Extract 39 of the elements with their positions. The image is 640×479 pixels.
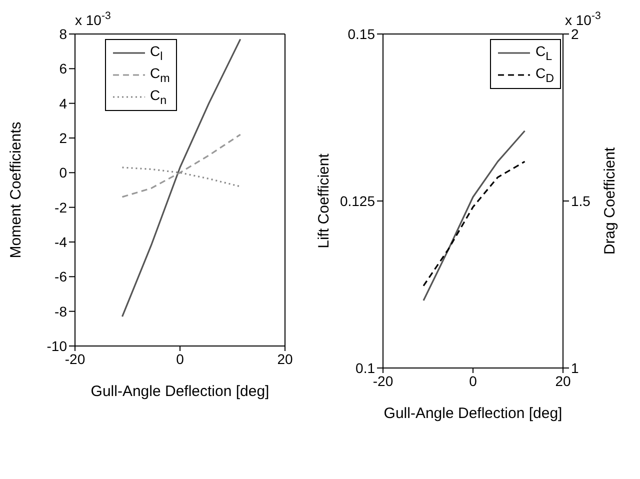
y-tick-label: -2 [54, 199, 68, 216]
x-tick-label: 0 [469, 372, 478, 389]
line-series [422, 130, 526, 302]
y-tick-label: 8 [59, 26, 68, 42]
x-tick-label: 20 [277, 350, 293, 367]
line-series [121, 38, 242, 318]
legend-label: C$_{n}$ [150, 87, 167, 107]
y2-tick-label: 1 [571, 360, 579, 376]
y-tick-label: 0.1 [356, 360, 376, 376]
y2-axis-title: Drag Coefficient [601, 146, 618, 255]
y-tick-label: 0.125 [340, 192, 376, 209]
x-tick-label: 20 [555, 372, 571, 389]
legend-label: C$_{m}$ [150, 65, 170, 85]
legend-label: C$_{L}$ [535, 43, 552, 63]
y-axis-title: Lift Coefficient [315, 152, 332, 248]
y-tick-label: 2 [59, 130, 68, 146]
y-tick-label: -8 [54, 303, 68, 320]
y-tick-label: 0.15 [348, 26, 376, 42]
x-tick-label: 0 [176, 350, 184, 367]
y2-tick-label: 2 [571, 26, 579, 42]
legend-label: C$_{l}$ [150, 43, 163, 63]
line-series [422, 160, 526, 287]
text: x 10$^{-3}$ [565, 10, 601, 28]
y-tick-label: 4 [59, 95, 68, 112]
x-axis-title: Gull-Angle Deflection [deg] [90, 383, 270, 400]
y-tick-label: -10 [46, 338, 68, 354]
text: x 10$^{-3}$ [75, 10, 111, 28]
x-tick-label: -20 [64, 350, 86, 367]
y2-tick-label: 1.5 [571, 192, 591, 209]
y-axis-title: Moment Coefficients [7, 122, 24, 258]
y-tick-label: 6 [59, 60, 68, 77]
y-tick-label: -6 [54, 268, 68, 285]
x-tick-label: -20 [372, 372, 394, 389]
y-tick-label: 0 [59, 164, 68, 181]
line-series [121, 134, 242, 198]
x-axis-title: Gull-Angle Deflection [deg] [384, 405, 562, 422]
legend-label: C$_{D}$ [535, 65, 554, 85]
y-tick-label: -4 [54, 234, 68, 250]
line-series [121, 166, 242, 188]
